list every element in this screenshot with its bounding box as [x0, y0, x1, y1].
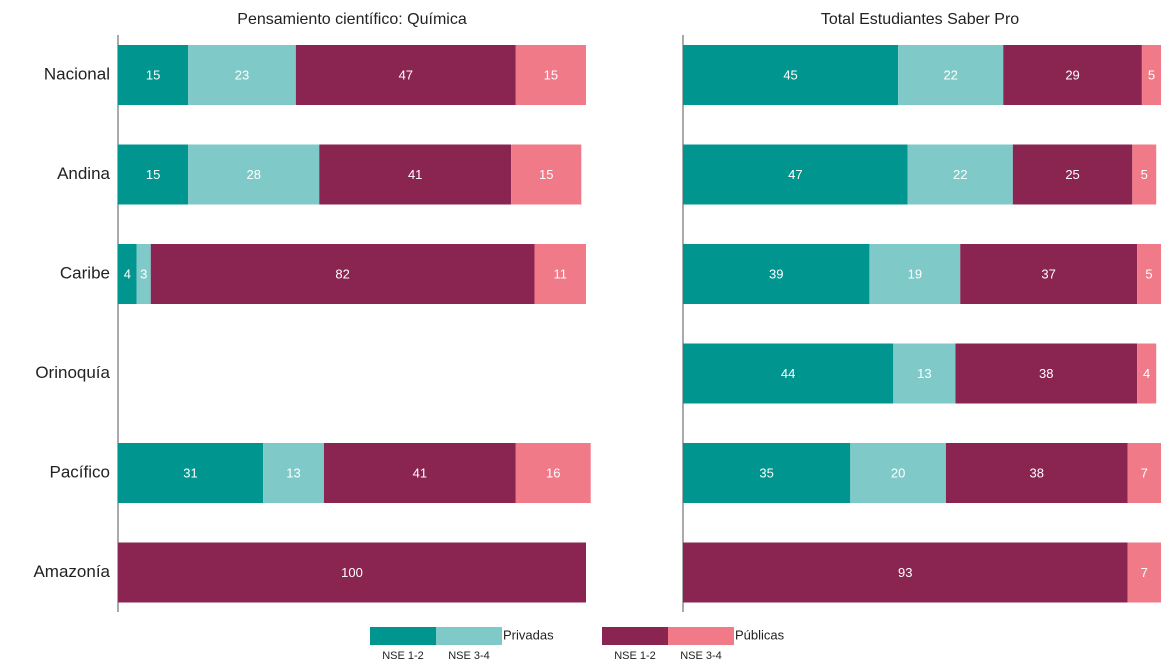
value-label: 5	[1148, 67, 1155, 82]
bar-segment	[515, 45, 586, 105]
bar-segment	[683, 542, 1128, 603]
category-label: Pacífico	[50, 462, 110, 481]
legend-swatch	[668, 627, 734, 645]
value-label: 16	[546, 465, 560, 480]
bar-segment	[1137, 244, 1161, 304]
bar-segment	[188, 144, 320, 205]
category-label: Caribe	[60, 263, 110, 282]
value-label: 5	[1141, 167, 1148, 182]
bar-segment	[150, 244, 535, 304]
value-label: 41	[408, 167, 422, 182]
bar-segment	[263, 443, 324, 503]
chart-title: Total Estudiantes Saber Pro	[821, 11, 1019, 28]
value-label: 93	[898, 565, 912, 580]
bar-segment	[118, 542, 586, 603]
value-label: 29	[1065, 67, 1079, 82]
legend-sub-label: NSE 3-4	[680, 650, 722, 662]
bar-segment	[907, 144, 1013, 205]
category-label: Andina	[57, 164, 110, 183]
value-label: 15	[544, 67, 558, 82]
value-label: 28	[246, 167, 260, 182]
legend-swatch	[436, 627, 502, 645]
bar-segment	[1127, 542, 1161, 603]
value-label: 47	[788, 167, 802, 182]
value-label: 13	[286, 465, 300, 480]
bar-segment	[869, 244, 961, 304]
value-label: 41	[413, 465, 427, 480]
value-label: 35	[759, 465, 773, 480]
value-label: 5	[1145, 266, 1152, 281]
value-label: 7	[1141, 565, 1148, 580]
value-label: 47	[399, 67, 413, 82]
bar-segment	[1003, 45, 1142, 105]
value-label: 4	[1143, 366, 1150, 381]
bar-segment	[1137, 343, 1157, 404]
bar-segment	[136, 244, 151, 304]
chart-title: Pensamiento científico: Química	[237, 11, 467, 28]
value-label: 37	[1041, 266, 1055, 281]
value-label: 25	[1065, 167, 1079, 182]
bar-segment	[118, 443, 264, 503]
value-label: 82	[335, 266, 349, 281]
bar-segment	[683, 343, 894, 404]
value-label: 44	[781, 366, 795, 381]
bar-segment	[683, 45, 899, 105]
value-label: 31	[183, 465, 197, 480]
bar-segment	[515, 443, 591, 503]
bar-segment	[511, 144, 582, 205]
bar-segment	[188, 45, 296, 105]
value-label: 15	[539, 167, 553, 182]
bar-segment	[118, 244, 137, 304]
value-label: 15	[146, 167, 160, 182]
value-label: 39	[769, 266, 783, 281]
value-label: 23	[235, 67, 249, 82]
value-label: 19	[908, 266, 922, 281]
legend-sub-label: NSE 3-4	[448, 650, 490, 662]
bar-segment	[960, 244, 1138, 304]
bar-segment	[893, 343, 956, 404]
bar-segment	[319, 144, 512, 205]
category-label: Orinoquía	[35, 363, 110, 382]
bar-segment	[1141, 45, 1161, 105]
value-label: 100	[341, 565, 363, 580]
bar-segment	[295, 45, 516, 105]
value-label: 38	[1039, 366, 1053, 381]
value-label: 20	[891, 465, 905, 480]
bar-segment	[534, 244, 586, 304]
bar-segment	[1012, 144, 1133, 205]
bar-segment	[945, 443, 1128, 503]
value-label: 13	[917, 366, 931, 381]
bar-segment	[1132, 144, 1157, 205]
bar-segment	[955, 343, 1138, 404]
legend-label: Privadas	[503, 627, 554, 642]
legend-sub-label: NSE 1-2	[382, 650, 424, 662]
value-label: 22	[953, 167, 967, 182]
bar-segment	[118, 144, 189, 205]
category-label: Amazonía	[33, 562, 110, 581]
bar-segment	[683, 244, 870, 304]
value-label: 11	[554, 266, 568, 281]
legend-sub-label: NSE 1-2	[614, 650, 656, 662]
value-label: 22	[943, 67, 957, 82]
value-label: 3	[140, 266, 147, 281]
legend-swatch	[370, 627, 436, 645]
value-label: 4	[124, 266, 131, 281]
legend-label: Públicas	[735, 627, 785, 642]
value-label: 45	[783, 67, 797, 82]
value-label: 38	[1029, 465, 1043, 480]
bar-segment	[850, 443, 946, 503]
bar-segment	[1127, 443, 1161, 503]
bar-segment	[323, 443, 516, 503]
bar-segment	[683, 443, 851, 503]
legend-swatch	[602, 627, 668, 645]
category-label: Nacional	[44, 64, 110, 83]
value-label: 7	[1141, 465, 1148, 480]
bar-segment	[683, 144, 908, 205]
bar-segment	[898, 45, 1004, 105]
bar-segment	[118, 45, 189, 105]
value-label: 15	[146, 67, 160, 82]
